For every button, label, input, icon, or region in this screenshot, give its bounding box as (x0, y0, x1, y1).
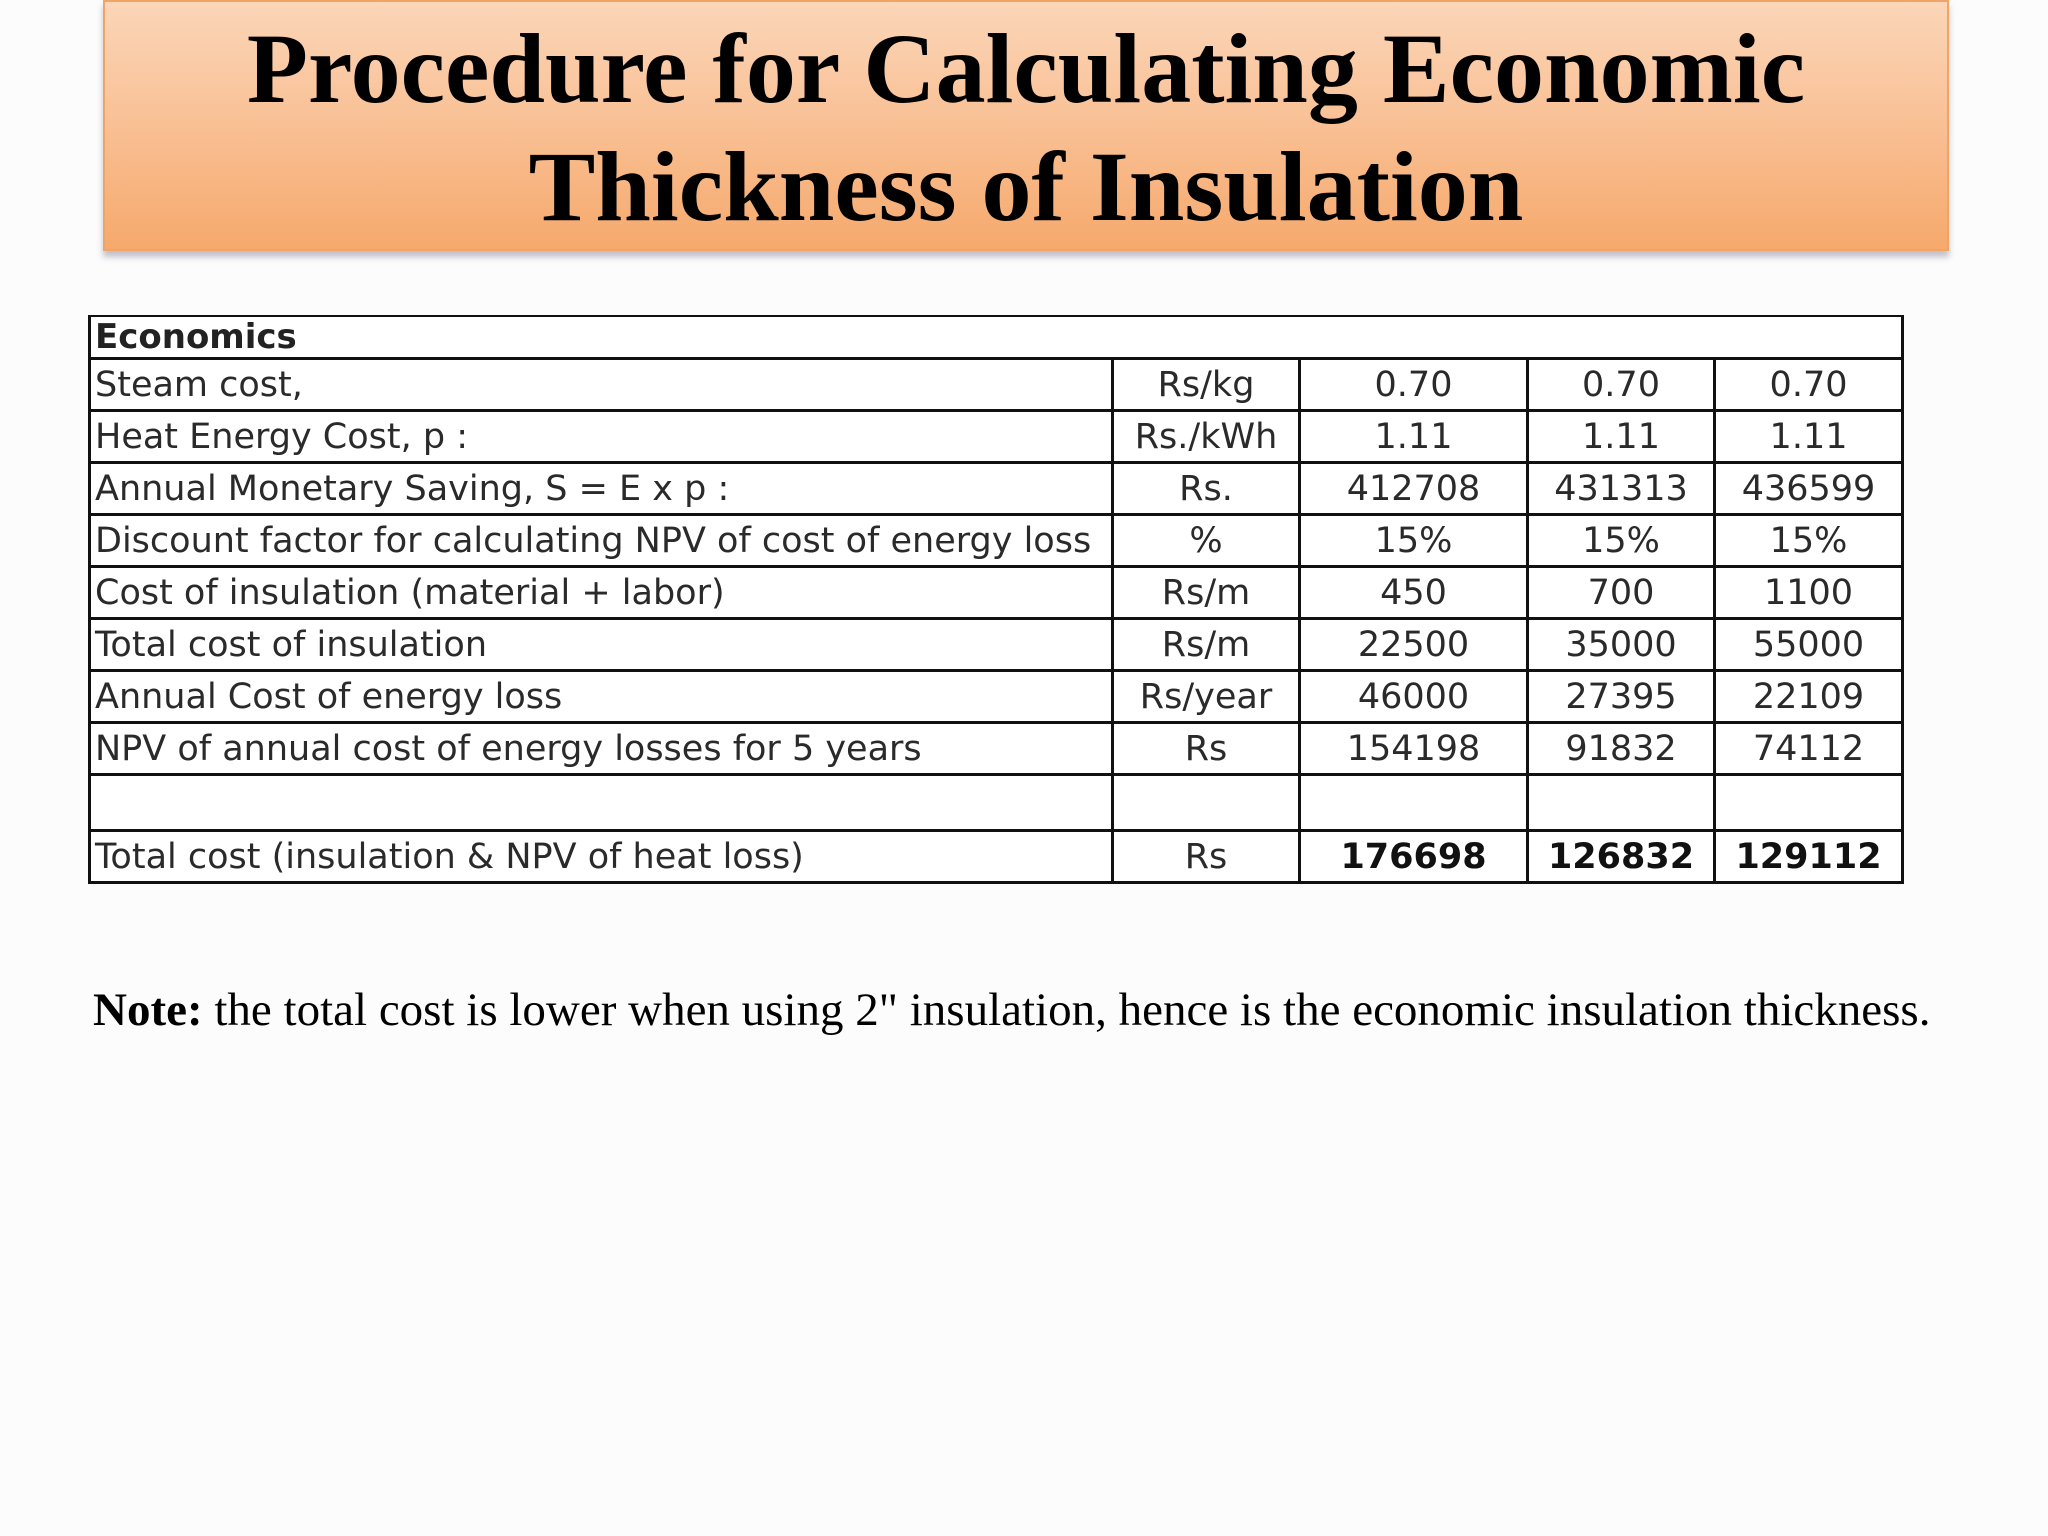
row-value: 1.11 (1298, 409, 1529, 464)
row-label (88, 773, 1114, 832)
row-value: 35000 (1526, 617, 1716, 672)
title-banner: Procedure for Calculating Economic Thick… (103, 0, 1949, 251)
table-row: Discount factor for calculating NPV of c… (88, 513, 1905, 568)
row-value: 0.70 (1298, 357, 1529, 412)
table-row: Total cost of insulation Rs/m 22500 3500… (88, 617, 1905, 672)
table-row: NPV of annual cost of energy losses for … (88, 721, 1905, 776)
row-unit: Rs/kg (1111, 357, 1301, 412)
row-value: 22109 (1712, 669, 1905, 724)
row-value: 436599 (1712, 461, 1905, 516)
table-row: Annual Monetary Saving, S = E x p : Rs. … (88, 461, 1905, 516)
economics-table: Economics Steam cost, Rs/kg 0.70 0.70 0.… (87, 315, 1905, 884)
page-title: Procedure for Calculating Economic Thick… (247, 6, 1805, 246)
note-paragraph: Note: the total cost is lower when using… (93, 980, 1953, 1041)
page-title-line-1: Procedure for Calculating Economic (246, 12, 1806, 124)
row-value: 22500 (1298, 617, 1529, 672)
table-row: Annual Cost of energy loss Rs/year 46000… (88, 669, 1905, 724)
row-value: 700 (1526, 565, 1716, 620)
row-label: Cost of insulation (material + labor) (88, 565, 1114, 620)
table-row-empty (88, 773, 1905, 832)
table-row: Cost of insulation (material + labor) Rs… (88, 565, 1905, 620)
row-value: 1.11 (1712, 409, 1905, 464)
row-value: 27395 (1526, 669, 1716, 724)
row-label: Annual Monetary Saving, S = E x p : (88, 461, 1114, 516)
row-label: Steam cost, (88, 357, 1114, 412)
row-label: Discount factor for calculating NPV of c… (88, 513, 1114, 568)
row-value: 0.70 (1526, 357, 1716, 412)
table-header-row: Economics (87, 316, 1905, 360)
row-value: 74112 (1712, 721, 1905, 776)
row-label: Total cost (insulation & NPV of heat los… (88, 829, 1114, 884)
row-unit: Rs (1111, 829, 1301, 884)
note-text: the total cost is lower when using 2" in… (202, 984, 1931, 1036)
row-value: 176698 (1298, 829, 1529, 884)
row-unit: Rs. (1111, 461, 1301, 516)
page-title-line-2: Thickness of Insulation (528, 130, 1524, 242)
row-value: 154198 (1298, 721, 1529, 776)
row-unit: Rs/year (1111, 669, 1301, 724)
row-value: 46000 (1298, 669, 1529, 724)
row-unit: Rs/m (1111, 565, 1301, 620)
row-value: 412708 (1298, 461, 1529, 516)
row-value: 15% (1526, 513, 1716, 568)
row-unit: Rs (1111, 721, 1301, 776)
row-value (1298, 773, 1529, 832)
row-value: 450 (1298, 565, 1529, 620)
row-label: Heat Energy Cost, p : (88, 409, 1114, 464)
table-header: Economics (87, 316, 1905, 360)
row-value: 15% (1298, 513, 1529, 568)
row-label: NPV of annual cost of energy losses for … (88, 721, 1114, 776)
row-unit: Rs./kWh (1111, 409, 1301, 464)
row-unit: % (1111, 513, 1301, 568)
row-value: 126832 (1526, 829, 1716, 884)
row-unit: Rs/m (1111, 617, 1301, 672)
table-row: Heat Energy Cost, p : Rs./kWh 1.11 1.11 … (88, 409, 1905, 464)
row-label: Total cost of insulation (88, 617, 1114, 672)
table-row: Steam cost, Rs/kg 0.70 0.70 0.70 (88, 357, 1905, 412)
row-label: Annual Cost of energy loss (88, 669, 1114, 724)
row-unit (1111, 773, 1301, 832)
row-value: 129112 (1712, 829, 1905, 884)
note-prefix: Note: (93, 984, 203, 1036)
row-value: 0.70 (1712, 357, 1905, 412)
row-value (1712, 773, 1905, 832)
row-value: 15% (1712, 513, 1905, 568)
table-row-total: Total cost (insulation & NPV of heat los… (88, 829, 1905, 884)
row-value: 1100 (1712, 565, 1905, 620)
row-value (1526, 773, 1716, 832)
row-value: 1.11 (1526, 409, 1716, 464)
row-value: 91832 (1526, 721, 1716, 776)
row-value: 55000 (1712, 617, 1905, 672)
row-value: 431313 (1526, 461, 1716, 516)
